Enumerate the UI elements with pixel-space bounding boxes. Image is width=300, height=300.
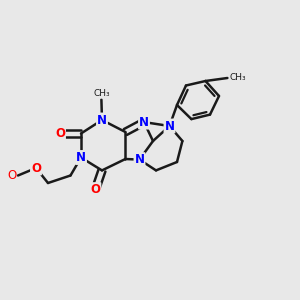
Text: N: N	[164, 119, 175, 133]
Text: N: N	[134, 153, 145, 166]
Text: O: O	[31, 161, 41, 175]
Text: O: O	[55, 127, 65, 140]
Text: O: O	[7, 169, 16, 182]
Text: CH₃: CH₃	[230, 74, 246, 82]
Text: N: N	[76, 151, 86, 164]
Text: N: N	[97, 113, 107, 127]
Text: CH₃: CH₃	[93, 89, 110, 98]
Text: N: N	[139, 116, 149, 129]
Text: O: O	[90, 183, 100, 196]
